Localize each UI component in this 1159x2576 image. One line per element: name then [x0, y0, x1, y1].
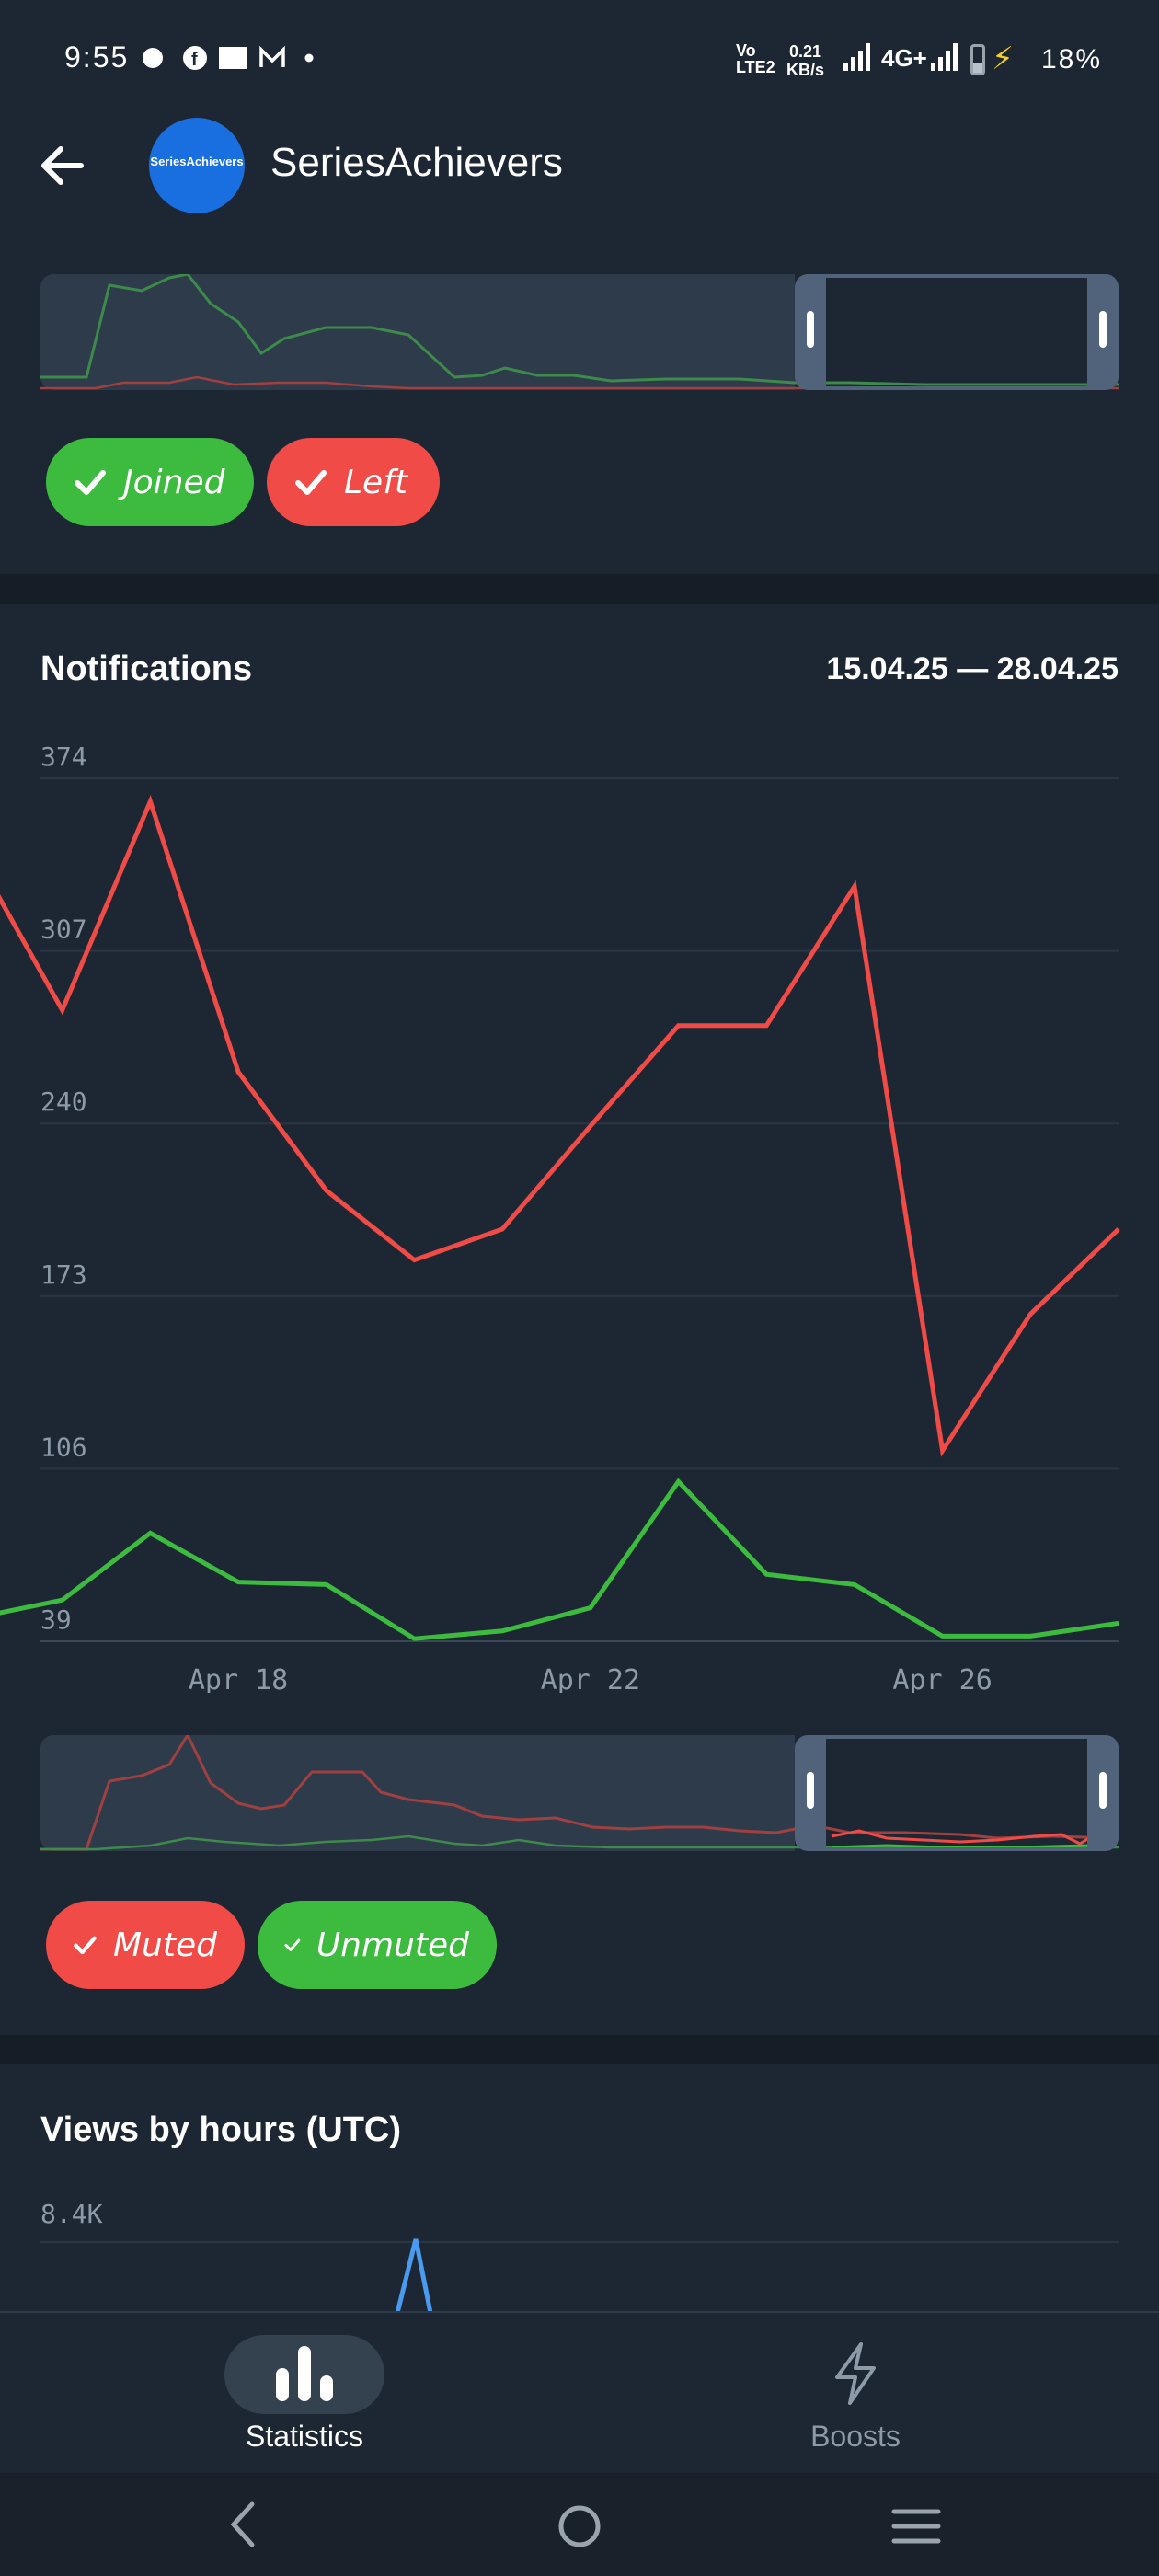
- views-title: Views by hours (UTC): [40, 2110, 402, 2149]
- toggle-joined-label: Joined: [123, 463, 225, 501]
- lightning-icon[interactable]: [830, 2340, 881, 2411]
- arrow-left-icon: [41, 146, 84, 185]
- tab-statistics[interactable]: Statistics: [245, 2420, 364, 2453]
- charging-icon: ⚡: [992, 41, 1014, 76]
- svg-text:f: f: [191, 50, 211, 70]
- battery-icon: [970, 44, 985, 75]
- y-tick-label: 374: [40, 742, 87, 772]
- speed-value: 0.21: [788, 42, 822, 61]
- status-time: 9:55: [64, 40, 130, 74]
- network-type: 4G+: [881, 44, 927, 72]
- minimap-background: [40, 274, 795, 390]
- notifications-date-range[interactable]: 15.04.25 — 28.04.25: [826, 651, 1119, 686]
- minimap-window[interactable]: [795, 274, 1119, 390]
- y-tick-label: 307: [40, 914, 87, 945]
- notification-icons: f: [138, 42, 322, 80]
- section-divider: [0, 2035, 1159, 2064]
- minimap-left-handle[interactable]: [807, 311, 814, 348]
- status-bar: 9:55 f Vo LTE2 0.21 KB/s 4G+ ⚡: [0, 0, 1159, 120]
- section-divider: [0, 574, 1159, 604]
- battery-percent: 18%: [1041, 44, 1103, 75]
- series-line-muted: [0, 795, 1120, 1457]
- avatar-text: SeriesAchievers: [150, 155, 244, 168]
- toggle-left-label: Left: [344, 463, 407, 501]
- minimap-right-handle[interactable]: [1099, 311, 1107, 348]
- minimap-background: [40, 1735, 795, 1851]
- x-tick-label: Apr 26: [892, 1664, 992, 1693]
- series-line-unmuted: [0, 1478, 1119, 1641]
- bar-chart-icon: [274, 2344, 335, 2408]
- signal-icon-2: [929, 40, 962, 78]
- check-icon: [284, 1938, 301, 1951]
- back-button[interactable]: [37, 138, 101, 193]
- toggle-joined[interactable]: Joined: [46, 438, 254, 526]
- y-tick-label: 173: [40, 1259, 87, 1290]
- toggle-unmuted[interactable]: Unmuted: [258, 1901, 497, 1989]
- check-icon: [74, 1936, 97, 1955]
- x-tick-label: Apr 22: [541, 1664, 640, 1693]
- x-tick-label: Apr 18: [189, 1664, 288, 1693]
- system-back-icon[interactable]: [224, 2499, 261, 2550]
- toggle-left[interactable]: Left: [267, 438, 440, 526]
- minimap-left-handle[interactable]: [807, 1772, 814, 1809]
- y-tick-label: 240: [40, 1087, 87, 1117]
- toggle-muted-label: Muted: [113, 1926, 217, 1964]
- bottom-nav: [0, 2311, 1159, 2475]
- network-label: Vo LTE2: [736, 41, 775, 76]
- y-tick-label: 39: [40, 1604, 72, 1635]
- overview-minimap-top[interactable]: [40, 274, 1119, 390]
- check-icon: [75, 470, 106, 495]
- app-notification-icons: f: [143, 45, 314, 70]
- system-home-icon[interactable]: [556, 2502, 603, 2550]
- notifications-chart[interactable]: 374 307 240 173 106 39 Apr 18 Apr 22 Apr 26: [0, 718, 1159, 1693]
- tab-boosts[interactable]: Boosts: [810, 2420, 901, 2453]
- notifications-title: Notifications: [40, 650, 253, 688]
- speed-unit: KB/s: [786, 61, 825, 79]
- system-menu-icon[interactable]: [890, 2504, 942, 2548]
- minimap-window[interactable]: [795, 1735, 1119, 1851]
- toggle-muted[interactable]: Muted: [46, 1901, 245, 1989]
- views-y-tick: 8.4K: [40, 2199, 103, 2229]
- page-title: SeriesAchievers: [270, 140, 563, 185]
- network-speed: 0.21 KB/s: [786, 42, 824, 79]
- check-icon: [295, 470, 327, 495]
- overview-minimap-bottom[interactable]: [40, 1735, 1119, 1851]
- signal-icon: [842, 40, 875, 78]
- y-tick-label: 106: [40, 1432, 87, 1462]
- minimap-right-handle[interactable]: [1099, 1772, 1107, 1809]
- avatar[interactable]: SeriesAchievers: [149, 118, 245, 213]
- views-chart-peak: [395, 2238, 433, 2313]
- views-gridline: [40, 2241, 1119, 2243]
- toggle-unmuted-label: Unmuted: [316, 1926, 469, 1964]
- system-nav-bar: [0, 2473, 1159, 2576]
